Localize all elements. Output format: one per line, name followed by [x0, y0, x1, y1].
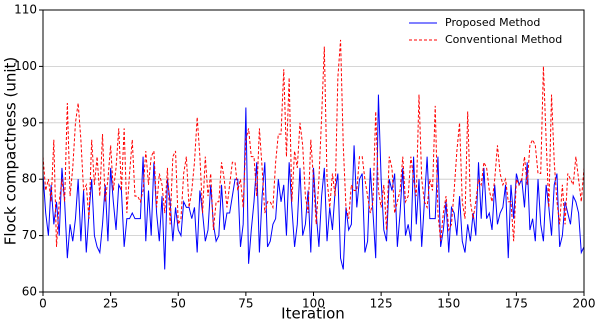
x-tick-label: 25: [103, 297, 118, 311]
plot-frame: [42, 9, 585, 293]
legend-label: Proposed Method: [445, 16, 540, 29]
y-axis-title: Flock compactness (unit): [2, 57, 20, 245]
x-tick-label: 100: [302, 297, 325, 311]
y-tick-label: 100: [14, 59, 37, 73]
x-tick-label: 175: [505, 297, 528, 311]
y-tick-label: 110: [14, 3, 37, 17]
x-tick-label: 50: [171, 297, 186, 311]
y-tick-label: 90: [22, 115, 37, 129]
series-line: [42, 94, 585, 270]
series-line: [42, 39, 585, 247]
x-tick-label: 125: [370, 297, 393, 311]
x-tick-label: 75: [238, 297, 253, 311]
x-axis-title: Iteration: [281, 305, 345, 323]
y-tick-label: 60: [22, 285, 37, 299]
x-tick-label: 150: [437, 297, 460, 311]
y-tick-label: 70: [22, 228, 37, 242]
x-tick-label: 0: [39, 297, 47, 311]
legend-label: Conventional Method: [445, 33, 562, 46]
y-tick-label: 80: [22, 172, 37, 186]
x-tick-label: 200: [573, 297, 596, 311]
